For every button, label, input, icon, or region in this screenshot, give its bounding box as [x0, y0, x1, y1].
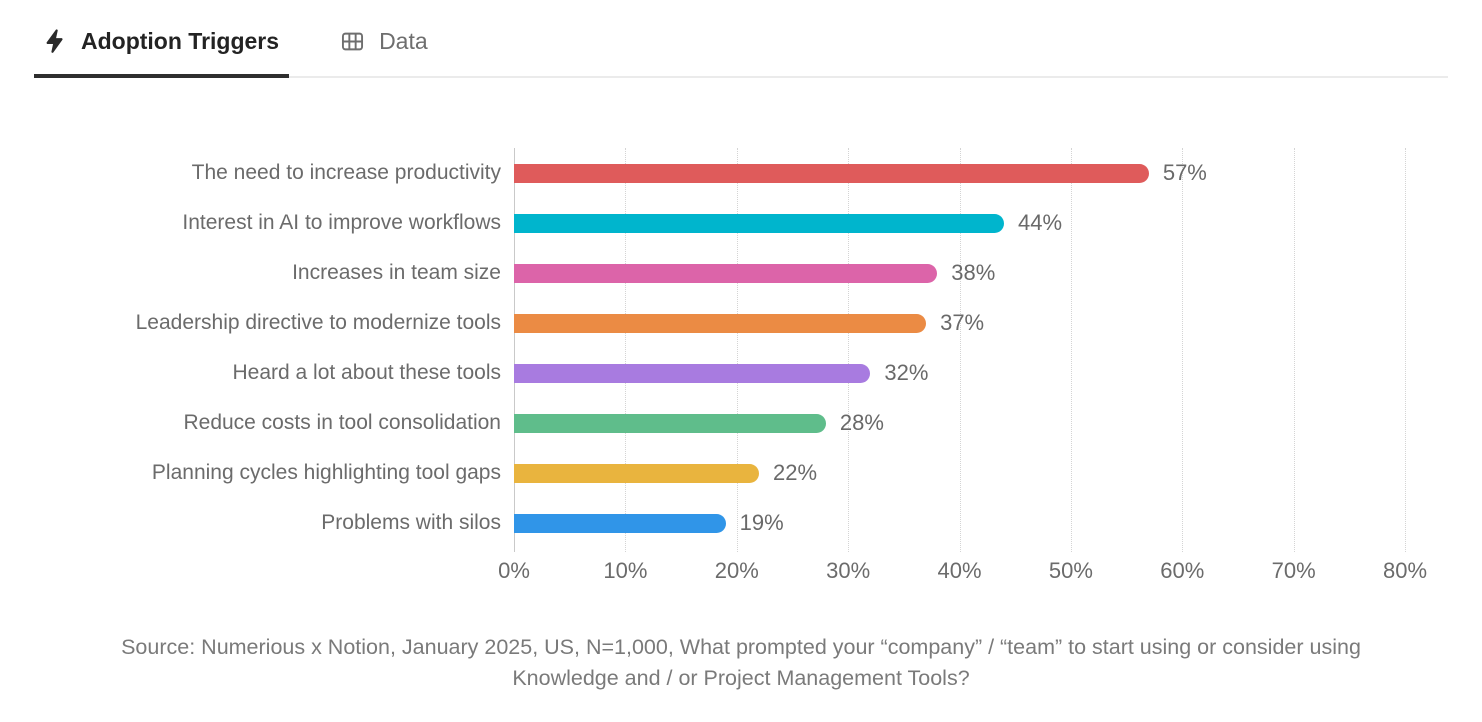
x-axis-tick: 50%	[1048, 558, 1093, 583]
gridlines	[514, 148, 1406, 552]
bar-track: 32%	[514, 348, 1405, 398]
tab-data[interactable]: Data	[331, 24, 438, 78]
value-label: 38%	[951, 260, 996, 285]
table-icon	[339, 28, 366, 55]
category-label: Leadership directive to modernize tools	[135, 311, 501, 334]
bar-track: 44%	[514, 198, 1405, 248]
bar: 32%	[514, 360, 928, 385]
tab-adoption-triggers[interactable]: Adoption Triggers	[34, 24, 290, 78]
chart-row: The need to increase productivity 57%	[36, 148, 1482, 198]
x-axis-tick: 20%	[714, 558, 759, 583]
x-axis-tick: 0%	[498, 558, 530, 583]
bar-track: 22%	[514, 448, 1405, 498]
chart-rows: The need to increase productivity 57% In…	[36, 148, 1482, 548]
category-label: Planning cycles highlighting tool gaps	[151, 461, 501, 484]
chart-row: Increases in team size 38%	[36, 248, 1482, 298]
value-label: 37%	[940, 310, 985, 335]
chart-row: Planning cycles highlighting tool gaps 2…	[36, 448, 1482, 498]
category-label: The need to increase productivity	[191, 161, 501, 184]
bar-track: 28%	[514, 398, 1405, 448]
value-label: 57%	[1162, 160, 1207, 185]
axis-line	[514, 148, 515, 552]
tab-label: Data	[379, 28, 428, 54]
value-label: 22%	[773, 460, 818, 485]
category-label: Problems with silos	[321, 511, 501, 534]
bar: 28%	[514, 410, 884, 435]
value-label: 32%	[884, 360, 929, 385]
value-label: 19%	[739, 510, 784, 535]
chart-row: Interest in AI to improve workflows 44%	[36, 198, 1482, 248]
bar-track: 37%	[514, 298, 1405, 348]
value-label: 44%	[1018, 210, 1063, 235]
x-axis-tick: 70%	[1271, 558, 1316, 583]
category-label: Interest in AI to improve workflows	[182, 211, 501, 234]
bar-track: 38%	[514, 248, 1405, 298]
category-label: Heard a lot about these tools	[232, 361, 501, 384]
x-axis-tick: 80%	[1382, 558, 1428, 583]
category-label: Reduce costs in tool consolidation	[183, 411, 501, 434]
bar-chart: The need to increase productivity 57% In…	[36, 148, 1482, 592]
tab-bar: Adoption Triggers Data	[0, 0, 1482, 78]
x-axis-tick: 40%	[937, 558, 982, 583]
bar: 44%	[514, 210, 1062, 235]
chart-row: Reduce costs in tool consolidation 28%	[36, 398, 1482, 448]
tab-label: Adoption Triggers	[81, 28, 280, 54]
bar-track: 19%	[514, 498, 1405, 548]
x-axis-tick: 30%	[826, 558, 871, 583]
x-axis: 0% 10% 20% 30% 40% 50% 60% 70% 80%	[498, 558, 1427, 592]
source-note: Source: Numerious x Notion, January 2025…	[121, 635, 1361, 690]
bar: 38%	[514, 260, 995, 285]
bar: 19%	[514, 510, 784, 535]
chart-row: Heard a lot about these tools 32%	[36, 348, 1482, 398]
category-label: Increases in team size	[292, 261, 501, 284]
x-axis-tick: 10%	[603, 558, 648, 583]
x-axis-tick: 60%	[1160, 558, 1205, 583]
bar: 22%	[514, 460, 817, 485]
chart-row: Problems with silos 19%	[36, 498, 1482, 548]
value-label: 28%	[839, 410, 884, 435]
bar-track: 57%	[514, 148, 1405, 198]
bar: 37%	[514, 310, 984, 335]
chart-row: Leadership directive to modernize tools …	[36, 298, 1482, 348]
lightning-bolt-icon	[42, 28, 68, 54]
bar: 57%	[514, 160, 1207, 185]
